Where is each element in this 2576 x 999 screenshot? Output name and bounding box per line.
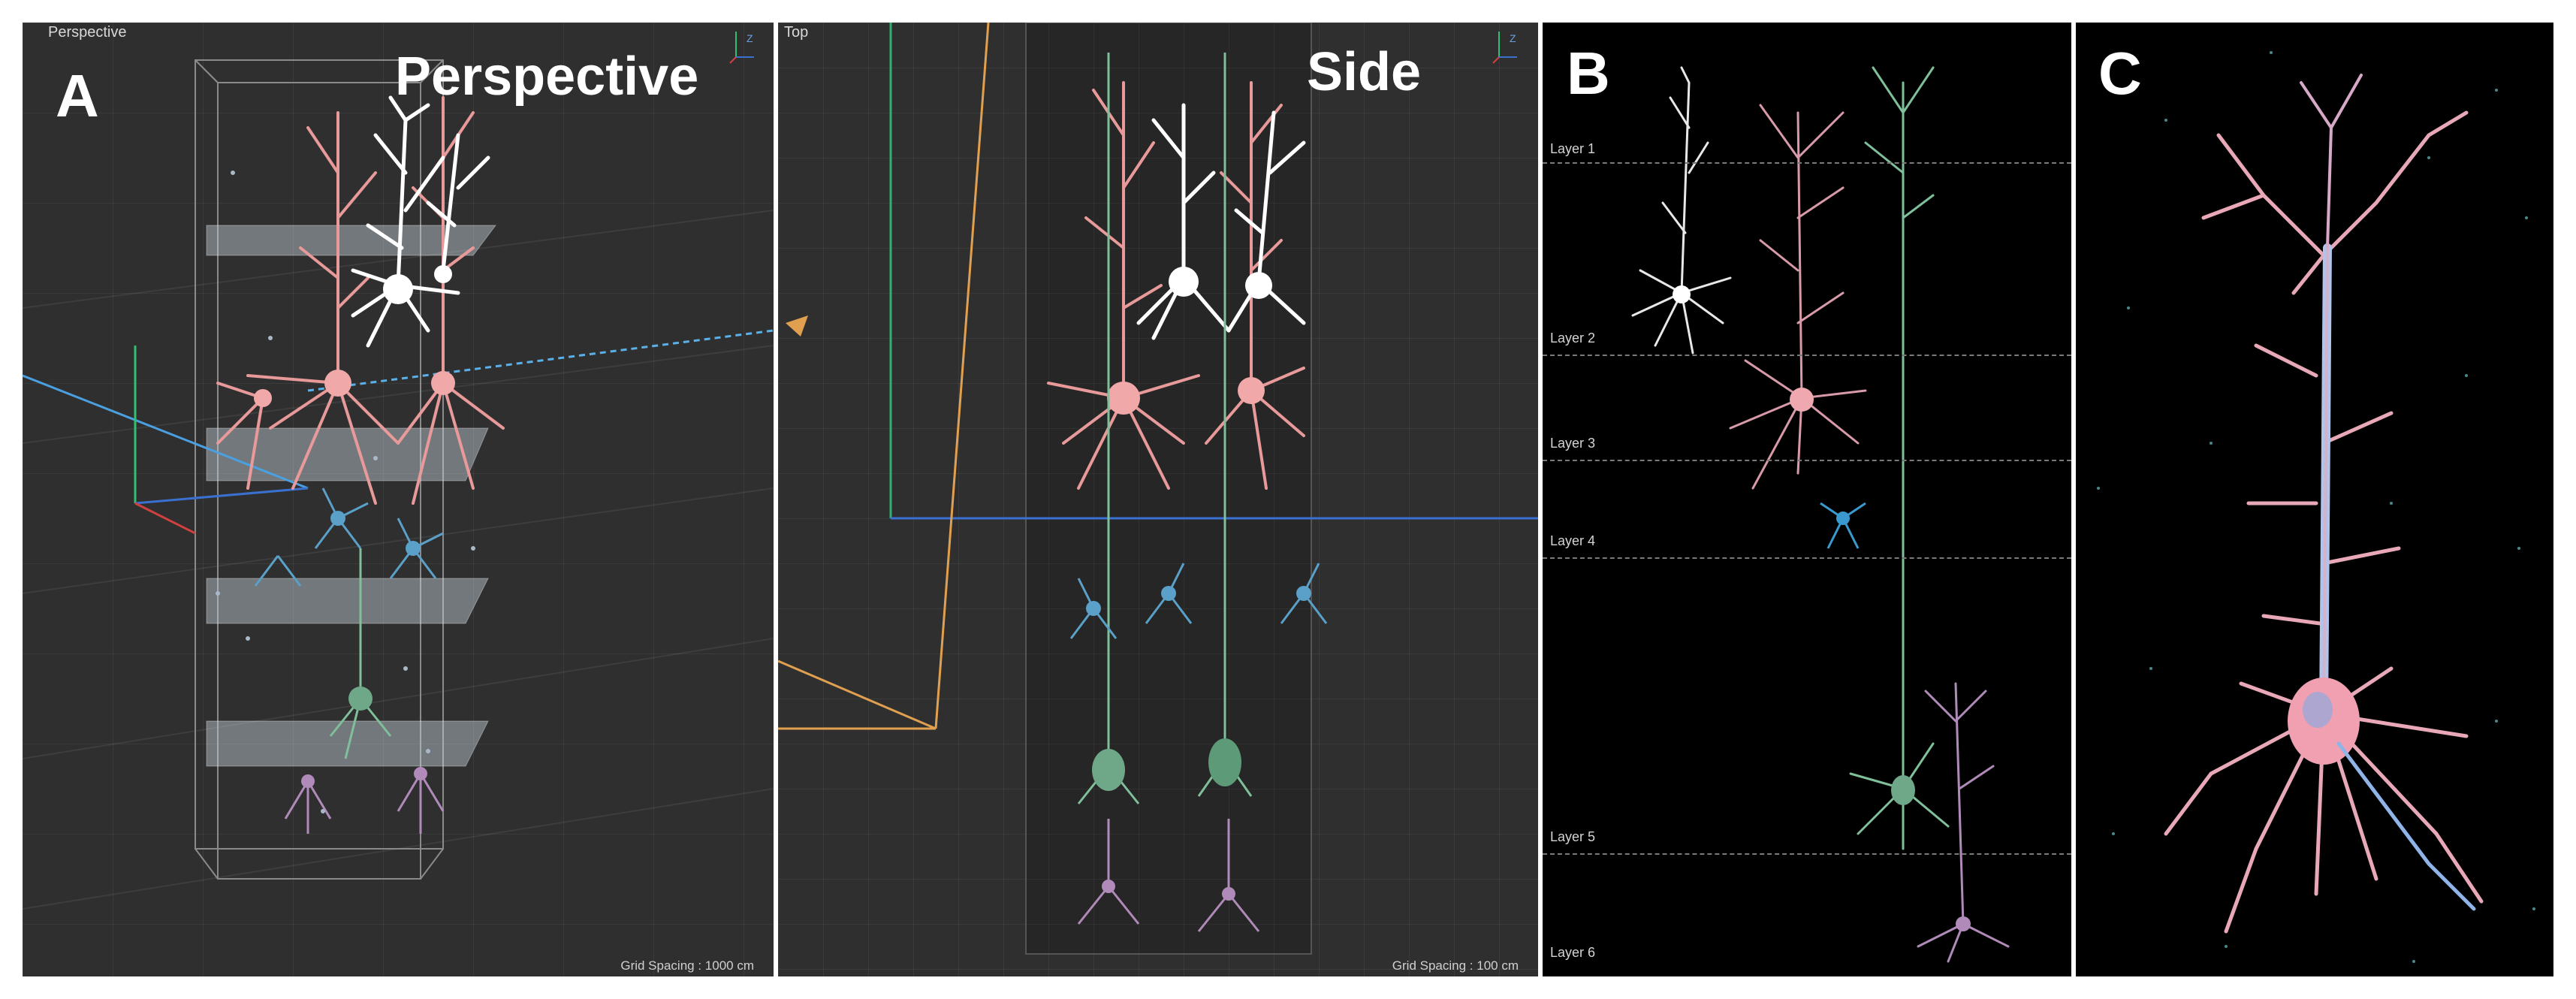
side-viewport[interactable]: Top Side Z Grid Spacing : 100 cm	[778, 23, 1538, 976]
neuron-render-panel: C	[2076, 23, 2553, 976]
viewport-label: Top	[784, 24, 809, 41]
panel-title-perspective: Perspective	[395, 47, 699, 107]
viewport-label: Perspective	[48, 24, 127, 41]
axis-z-label: Z	[1510, 32, 1516, 44]
perspective-scene	[23, 59, 774, 910]
layer-boundary	[1543, 355, 2071, 356]
layer-plane	[206, 225, 496, 256]
layers-scene	[1631, 66, 2010, 963]
layer-boundary	[1543, 162, 2071, 164]
layer-plane	[206, 578, 489, 624]
panel-letter-a: A	[56, 62, 99, 129]
layer-label-4: Layer 4	[1550, 533, 1596, 548]
viewport-grid	[23, 23, 774, 976]
layers-panel: Layer 1 Layer 2 Layer 3 Layer 4 Layer 5 …	[1543, 23, 2071, 976]
layer-boundary	[1543, 460, 2071, 461]
side-scene	[778, 23, 1538, 955]
perspective-viewport[interactable]: Perspective A Perspective Z Grid Spacing…	[23, 23, 774, 976]
axis-gizmo-icon: Z	[1492, 27, 1522, 68]
layer-plane	[206, 720, 489, 767]
layer-label-1: Layer 1	[1550, 141, 1596, 156]
layer-label-3: Layer 3	[1550, 436, 1596, 451]
layer-label-2: Layer 2	[1550, 330, 1596, 346]
panel-letter-c: C	[2098, 40, 2142, 107]
camera-marker-icon	[786, 315, 808, 337]
layer-label-5: Layer 5	[1550, 829, 1596, 844]
panel-title-side: Side	[1307, 42, 1422, 102]
layer-plane	[206, 427, 489, 481]
panel-letter-b: B	[1567, 40, 1610, 107]
neuron-render	[2097, 51, 2535, 963]
axis-z-label: Z	[747, 32, 753, 44]
layer-boundary	[1543, 853, 2071, 855]
layer-boundary	[1543, 557, 2071, 559]
axis-gizmo-icon: Z	[728, 27, 759, 68]
layer-label-6: Layer 6	[1550, 945, 1596, 960]
viewport-grid	[778, 23, 1538, 976]
grid-spacing-readout: Grid Spacing : 100 cm	[1392, 958, 1519, 973]
grid-spacing-readout: Grid Spacing : 1000 cm	[620, 958, 754, 973]
